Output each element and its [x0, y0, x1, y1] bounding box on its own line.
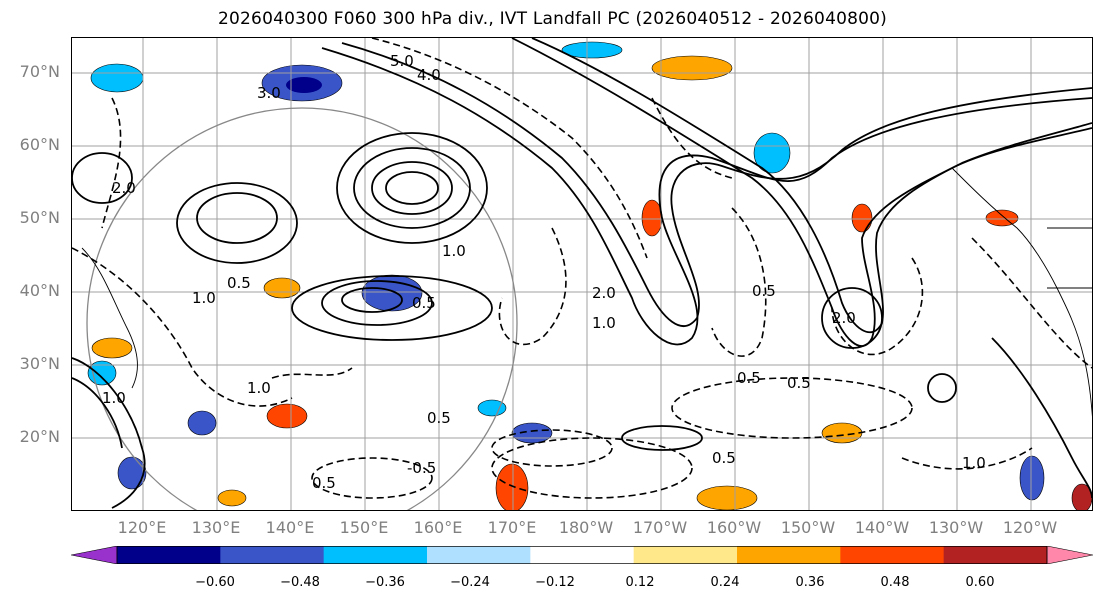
contour-label: 1.0 [442, 242, 466, 260]
contour-label: 2.0 [592, 284, 616, 302]
lon-label: 130°E [191, 518, 241, 537]
lon-label: 140°E [265, 518, 315, 537]
lat-label: 70°N [19, 62, 60, 81]
contour-label: 1.0 [247, 379, 271, 397]
contour-label: 0.5 [737, 369, 761, 387]
colorbar-bin [530, 546, 635, 564]
colorbar-tick: −0.12 [535, 575, 575, 590]
colorbar-tick: −0.24 [450, 575, 490, 590]
contour-label: 5.0 [390, 52, 414, 70]
lon-label: 160°E [413, 518, 463, 537]
colorbar-bin [220, 546, 325, 564]
lon-label: 140°W [854, 518, 910, 537]
lat-label: 50°N [19, 208, 60, 227]
pc-region-circle [86, 107, 518, 510]
lat-label: 20°N [19, 427, 60, 446]
colorbar-tick: 0.12 [625, 575, 655, 590]
lon-label: 170°E [487, 518, 537, 537]
lat-label: 60°N [19, 135, 60, 154]
contour-label: 1.0 [192, 289, 216, 307]
contour-labels: 5.0 4.0 3.0 2.0 1.0 0.5 0.5 1.0 2.0 0.5 … [102, 52, 986, 492]
map-title: 2026040300 F060 300 hPa div., IVT Landfa… [218, 9, 887, 29]
colorbar [71, 546, 1093, 564]
lon-label: 170°W [632, 518, 688, 537]
colorbar-bin [427, 546, 531, 564]
contour-label: -0.5 [407, 459, 436, 477]
coastline [81, 167, 1092, 417]
lat-label: 40°N [19, 281, 60, 300]
contour-label: 0.5 [227, 274, 251, 292]
map-canvas: 5.0 4.0 3.0 2.0 1.0 0.5 0.5 1.0 2.0 0.5 … [72, 38, 1092, 510]
lat-label: 30°N [19, 354, 60, 373]
contour-label: 1.0 [102, 389, 126, 407]
lon-label: 150°E [339, 518, 389, 537]
lon-label: 150°W [780, 518, 836, 537]
contour-label: 0.5 [427, 409, 451, 427]
lon-label: 130°W [928, 518, 984, 537]
lon-label: 120°E [117, 518, 167, 537]
contour-label: 0.5 [712, 449, 736, 467]
colorbar-extend-high [1046, 546, 1093, 564]
contour-label: 0.5 [787, 374, 811, 392]
lon-label: 160°W [706, 518, 762, 537]
contour-label: 2.0 [112, 179, 136, 197]
colorbar-tick: −0.48 [280, 575, 320, 590]
contour-label: 2.0 [832, 309, 856, 327]
lon-label: 120°W [1002, 518, 1058, 537]
contour-label: 1.0 [962, 454, 986, 472]
contour-label: 0.5 [412, 294, 436, 312]
colorbar-bin [117, 546, 221, 564]
colorbar-tick: 0.24 [710, 575, 740, 590]
contour-label: 1.0 [592, 314, 616, 332]
colorbar-tick: 0.60 [965, 575, 995, 590]
colorbar-outline [116, 546, 1048, 564]
colorbar-bin [323, 546, 428, 564]
ivt-dashed-contours [72, 38, 1092, 499]
colorbar-extend-low [71, 546, 118, 564]
contour-label: 4.0 [417, 66, 441, 84]
contour-label: 3.0 [257, 84, 281, 102]
colorbar-tick: 0.48 [880, 575, 910, 590]
map-panel: 5.0 4.0 3.0 2.0 1.0 0.5 0.5 1.0 2.0 0.5 … [71, 37, 1093, 511]
colorbar-bin [737, 546, 841, 564]
colorbar-tick: −0.60 [195, 575, 235, 590]
colorbar-tick: −0.36 [365, 575, 405, 590]
colorbar-bin [943, 546, 1048, 564]
graticule [72, 38, 1092, 510]
colorbar-bin [633, 546, 738, 564]
colorbar-bin [840, 546, 945, 564]
lon-label: 180°W [558, 518, 614, 537]
colorbar-tick: 0.36 [795, 575, 825, 590]
contour-label: 0.5 [752, 282, 776, 300]
contour-label: 0.5 [312, 474, 336, 492]
